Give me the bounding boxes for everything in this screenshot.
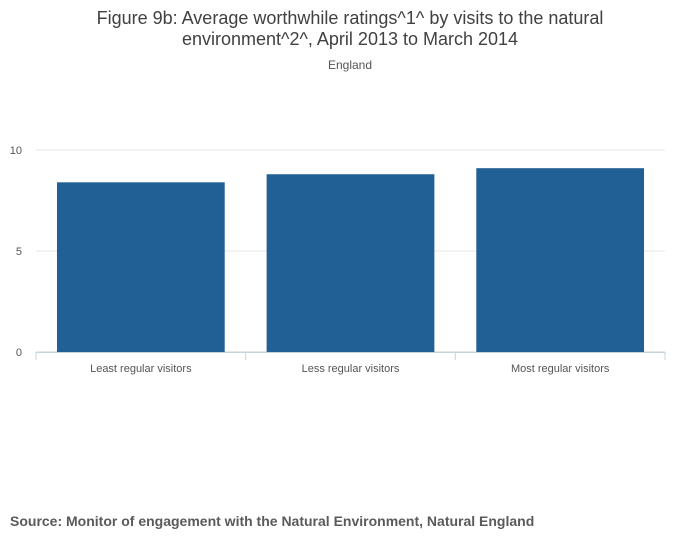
x-tick-label-3: Most regular visitors [511,363,610,375]
bar-2 [266,174,435,352]
bar-3 [476,168,645,352]
y-tick-label-0: 0 [16,347,22,359]
y-tick-label-1: 5 [16,246,22,258]
bar-1 [56,182,225,352]
chart-title-line-1: Figure 9b: Average worthwhile ratings^1^… [96,8,604,28]
x-tick-label-1: Least regular visitors [90,363,192,375]
source-note: Source: Monitor of engagement with the N… [10,513,535,529]
chart-title: Figure 9b: Average worthwhile ratings^1^… [60,8,640,50]
chart-subtitle: England [327,58,373,72]
x-tick-label-2: Less regular visitors [302,363,400,375]
y-tick-label-2: 10 [10,145,22,157]
chart-title-line-2: environment^2^, April 2013 to March 2014 [181,29,519,49]
